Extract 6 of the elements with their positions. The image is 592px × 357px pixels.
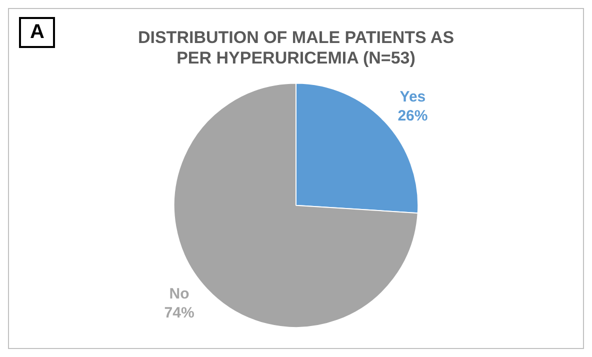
data-label: 26%	[398, 107, 428, 124]
text: A	[19, 17, 56, 48]
data-label: 74%	[164, 304, 194, 322]
slice-label: Yes	[400, 88, 426, 106]
chart-title: DISTRIBUTION OF MALE PATIENTS AS PER HYPERURICEMIA (N=53)	[138, 28, 454, 68]
slice-label: No	[169, 286, 190, 303]
